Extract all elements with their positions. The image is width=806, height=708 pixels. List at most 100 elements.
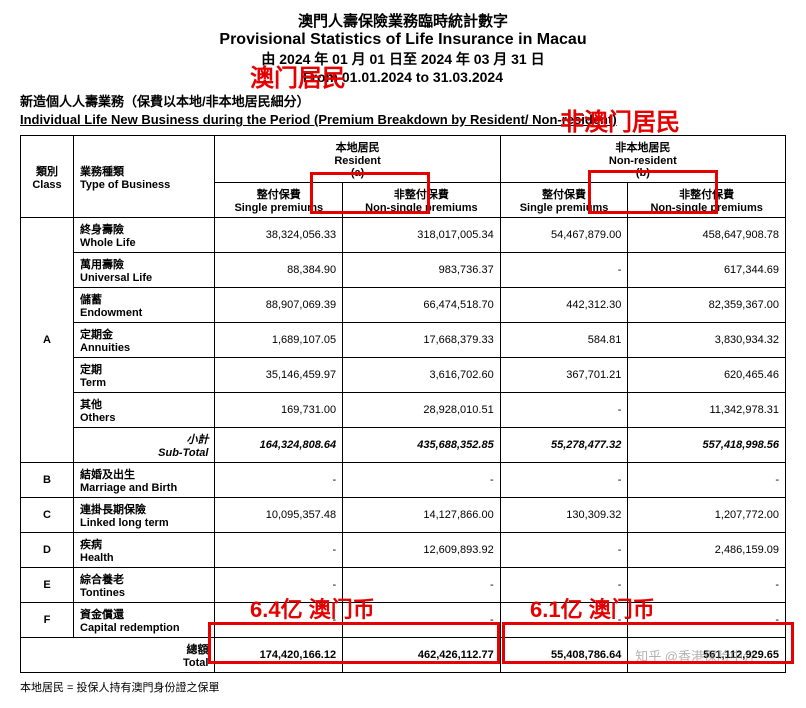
total-value: 462,426,112.77 bbox=[343, 638, 501, 673]
value-cell: 38,324,056.33 bbox=[215, 218, 343, 253]
class-cell: F bbox=[21, 603, 74, 638]
value-cell: - bbox=[215, 533, 343, 568]
value-cell: 2,486,159.09 bbox=[628, 533, 786, 568]
table-row: A終身壽險Whole Life38,324,056.33318,017,005.… bbox=[21, 218, 786, 253]
value-cell: 55,278,477.32 bbox=[500, 428, 628, 463]
th-type: 業務種類Type of Business bbox=[74, 136, 215, 218]
type-cell: 資金償還Capital redemption bbox=[74, 603, 215, 638]
value-cell: 11,342,978.31 bbox=[628, 393, 786, 428]
value-cell: 1,689,107.05 bbox=[215, 323, 343, 358]
value-cell: 82,359,367.00 bbox=[628, 288, 786, 323]
type-cell: 定期金Annuities bbox=[74, 323, 215, 358]
value-cell: - bbox=[215, 463, 343, 498]
type-cell: 其他Others bbox=[74, 393, 215, 428]
value-cell: 557,418,998.56 bbox=[628, 428, 786, 463]
th-resident: 本地居民Resident(a) bbox=[215, 136, 500, 183]
value-cell: - bbox=[500, 253, 628, 288]
subtitle-cn: 新造個人人壽業務（保費以本地/非本地居民細分） bbox=[20, 91, 786, 110]
title-cn: 澳門人壽保險業務臨時統計數字 bbox=[20, 10, 786, 31]
value-cell: 169,731.00 bbox=[215, 393, 343, 428]
total-value: 174,420,166.12 bbox=[215, 638, 343, 673]
th-class: 類別Class bbox=[21, 136, 74, 218]
total-row: 總額Total174,420,166.12462,426,112.7755,40… bbox=[21, 638, 786, 673]
value-cell: 1,207,772.00 bbox=[628, 498, 786, 533]
value-cell: - bbox=[500, 533, 628, 568]
value-cell: 617,344.69 bbox=[628, 253, 786, 288]
table-row: 定期金Annuities1,689,107.0517,668,379.33584… bbox=[21, 323, 786, 358]
type-cell: 儲蓄Endowment bbox=[74, 288, 215, 323]
value-cell: - bbox=[500, 568, 628, 603]
type-cell: 疾病Health bbox=[74, 533, 215, 568]
value-cell: 88,907,069.39 bbox=[215, 288, 343, 323]
value-cell: - bbox=[500, 603, 628, 638]
value-cell: 130,309.32 bbox=[500, 498, 628, 533]
subtitle-en: Individual Life New Business during the … bbox=[20, 112, 786, 127]
header-block: 澳門人壽保險業務臨時統計數字 Provisional Statistics of… bbox=[20, 10, 786, 85]
value-cell: 983,736.37 bbox=[343, 253, 501, 288]
date-en: From 01.01.2024 to 31.03.2024 bbox=[20, 69, 786, 85]
value-cell: 88,384.90 bbox=[215, 253, 343, 288]
class-cell: C bbox=[21, 498, 74, 533]
type-cell: 終身壽險Whole Life bbox=[74, 218, 215, 253]
value-cell: 12,609,893.92 bbox=[343, 533, 501, 568]
value-cell: 17,668,379.33 bbox=[343, 323, 501, 358]
value-cell: - bbox=[628, 463, 786, 498]
table-row: B結婚及出生Marriage and Birth---- bbox=[21, 463, 786, 498]
value-cell: 66,474,518.70 bbox=[343, 288, 501, 323]
table-row: E綜合養老Tontines---- bbox=[21, 568, 786, 603]
value-cell: 442,312.30 bbox=[500, 288, 628, 323]
th-nres-nsp: 非整付保費Non-single premiums bbox=[628, 183, 786, 218]
value-cell: 10,095,357.48 bbox=[215, 498, 343, 533]
type-cell: 綜合養老Tontines bbox=[74, 568, 215, 603]
value-cell: 54,467,879.00 bbox=[500, 218, 628, 253]
value-cell: - bbox=[215, 568, 343, 603]
th-res-nsp: 非整付保費Non-single premiums bbox=[343, 183, 501, 218]
value-cell: - bbox=[500, 463, 628, 498]
class-cell: D bbox=[21, 533, 74, 568]
value-cell: - bbox=[628, 568, 786, 603]
table-row: C連掛長期保險Linked long term10,095,357.4814,1… bbox=[21, 498, 786, 533]
value-cell: 35,146,459.97 bbox=[215, 358, 343, 393]
value-cell: 318,017,005.34 bbox=[343, 218, 501, 253]
footnote: 本地居民 = 投保人持有澳門身份證之保單 bbox=[20, 679, 786, 695]
value-cell: 620,465.46 bbox=[628, 358, 786, 393]
table-row: 小計Sub-Total164,324,808.64435,688,352.855… bbox=[21, 428, 786, 463]
class-cell: E bbox=[21, 568, 74, 603]
value-cell: 3,830,934.32 bbox=[628, 323, 786, 358]
th-res-sp: 整付保費Single premiums bbox=[215, 183, 343, 218]
th-nres-sp: 整付保費Single premiums bbox=[500, 183, 628, 218]
type-cell: 結婚及出生Marriage and Birth bbox=[74, 463, 215, 498]
value-cell: 584.81 bbox=[500, 323, 628, 358]
value-cell: 367,701.21 bbox=[500, 358, 628, 393]
data-table: 類別Class 業務種類Type of Business 本地居民Residen… bbox=[20, 135, 786, 673]
table-row: D疾病Health-12,609,893.92-2,486,159.09 bbox=[21, 533, 786, 568]
type-cell: 定期Term bbox=[74, 358, 215, 393]
table-row: 其他Others169,731.0028,928,010.51-11,342,9… bbox=[21, 393, 786, 428]
value-cell: - bbox=[500, 393, 628, 428]
table-row: 萬用壽險Universal Life88,384.90983,736.37-61… bbox=[21, 253, 786, 288]
date-cn: 由 2024 年 01 月 01 日至 2024 年 03 月 31 日 bbox=[20, 49, 786, 69]
th-nonresident: 非本地居民Non-resident(b) bbox=[500, 136, 785, 183]
value-cell: 435,688,352.85 bbox=[343, 428, 501, 463]
value-cell: 28,928,010.51 bbox=[343, 393, 501, 428]
value-cell: - bbox=[343, 463, 501, 498]
table-row: F資金償還Capital redemption---- bbox=[21, 603, 786, 638]
value-cell: 14,127,866.00 bbox=[343, 498, 501, 533]
type-cell: 小計Sub-Total bbox=[74, 428, 215, 463]
value-cell: - bbox=[215, 603, 343, 638]
value-cell: 3,616,702.60 bbox=[343, 358, 501, 393]
total-value: 561,112,929.65 bbox=[628, 638, 786, 673]
type-cell: 連掛長期保險Linked long term bbox=[74, 498, 215, 533]
value-cell: - bbox=[343, 603, 501, 638]
value-cell: 458,647,908.78 bbox=[628, 218, 786, 253]
table-row: 儲蓄Endowment88,907,069.3966,474,518.70442… bbox=[21, 288, 786, 323]
type-cell: 萬用壽險Universal Life bbox=[74, 253, 215, 288]
value-cell: 164,324,808.64 bbox=[215, 428, 343, 463]
table-row: 定期Term35,146,459.973,616,702.60367,701.2… bbox=[21, 358, 786, 393]
value-cell: - bbox=[343, 568, 501, 603]
total-value: 55,408,786.64 bbox=[500, 638, 628, 673]
class-cell: A bbox=[21, 218, 74, 463]
total-label: 總額Total bbox=[21, 638, 215, 673]
title-en: Provisional Statistics of Life Insurance… bbox=[20, 31, 786, 49]
value-cell: - bbox=[628, 603, 786, 638]
